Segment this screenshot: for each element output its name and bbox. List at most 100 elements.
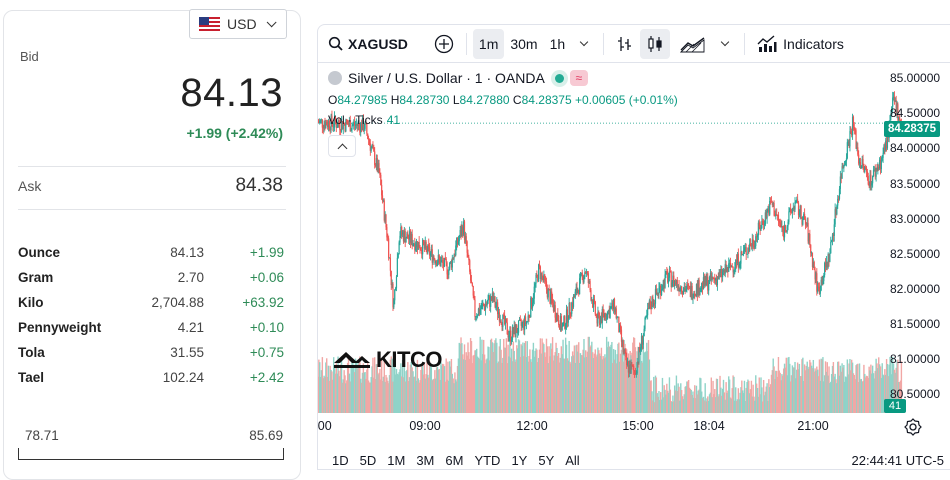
chevron-down-icon <box>579 37 589 47</box>
bar-chart-type-button[interactable] <box>610 29 640 59</box>
volume-bar <box>676 391 678 413</box>
candle-body <box>592 298 595 308</box>
volume-bar <box>674 390 677 413</box>
range-ytd[interactable]: YTD <box>474 453 501 468</box>
volume-bar <box>597 347 599 413</box>
interval-1m[interactable]: 1m <box>472 28 505 59</box>
volume-bar <box>392 381 394 413</box>
compare-symbol-button[interactable] <box>428 29 460 59</box>
range-all[interactable]: All <box>565 453 580 468</box>
volume-bar <box>649 381 651 413</box>
volume-bar <box>653 376 655 413</box>
volume-bar <box>878 364 881 413</box>
candle-body <box>432 256 434 263</box>
currency-selector[interactable]: USD <box>189 9 287 39</box>
candle-body <box>551 299 554 304</box>
volume-bar <box>393 357 395 413</box>
candle-body <box>772 202 774 206</box>
candle-body <box>575 287 577 292</box>
range-3m[interactable]: 3M <box>416 453 435 468</box>
symbol-label: XAGUSD <box>348 35 408 52</box>
volume-bar <box>439 379 441 413</box>
volume-bar <box>755 375 757 413</box>
candle-body <box>672 275 674 283</box>
volume-bar <box>585 356 588 413</box>
volume-bar <box>837 361 840 413</box>
volume-bar <box>319 376 322 413</box>
volume-bar <box>414 376 416 413</box>
volume-bar <box>668 377 671 413</box>
candle-body <box>891 106 893 115</box>
volume-bar <box>845 377 848 413</box>
unit-change: +63.92 <box>242 295 284 310</box>
volume-bar <box>861 381 863 413</box>
range-1d[interactable]: 1D <box>332 453 349 468</box>
candle-body <box>790 208 792 213</box>
volume-bar <box>501 362 503 413</box>
volume-bar <box>900 361 903 413</box>
volume-bar <box>497 361 500 413</box>
gear-icon[interactable] <box>904 418 922 436</box>
y-tick: 81.50000 <box>890 317 941 331</box>
chart-type-menu-button[interactable] <box>712 29 738 59</box>
candle-body <box>511 327 514 340</box>
volume-bar <box>781 374 783 413</box>
candle-body <box>765 212 767 219</box>
candle-body <box>366 124 368 134</box>
volume-bar <box>524 341 527 413</box>
candle-body <box>336 127 338 129</box>
range-5y[interactable]: 5Y <box>538 453 555 468</box>
price-chart-plot[interactable] <box>318 63 950 443</box>
volume-bar <box>382 376 385 413</box>
volume-bar <box>785 357 787 413</box>
volume-bar <box>534 350 536 413</box>
candle-body <box>651 297 653 309</box>
candle-body <box>892 96 895 98</box>
candle-body <box>734 267 736 270</box>
volume-bar <box>586 351 589 413</box>
candle-body <box>832 234 834 236</box>
interval-30m[interactable]: 30m <box>510 35 538 52</box>
volume-bar <box>350 367 352 413</box>
range-1m[interactable]: 1M <box>387 453 406 468</box>
candle-body <box>783 230 785 238</box>
range-5d[interactable]: 5D <box>359 453 377 468</box>
candle-body <box>837 198 839 206</box>
kitco-logo: KITCO <box>332 347 442 373</box>
range-1y[interactable]: 1Y <box>511 453 528 468</box>
candle-body <box>530 297 532 318</box>
collapse-legend-button[interactable] <box>328 135 356 157</box>
chart-clock[interactable]: 22:44:41 UTC-5 <box>851 453 945 468</box>
candle-body <box>429 252 432 256</box>
candle-body <box>638 347 640 363</box>
candle-body <box>576 287 578 293</box>
candle-body <box>735 260 737 268</box>
candle-body <box>646 315 648 317</box>
interval-menu-button[interactable] <box>571 29 597 59</box>
range-6m[interactable]: 6M <box>445 453 464 468</box>
candle-body <box>876 168 878 171</box>
symbol-search[interactable]: XAGUSD <box>322 29 414 59</box>
volume-bar <box>873 378 876 413</box>
candle-body <box>872 175 874 184</box>
candle-body <box>707 276 709 291</box>
candle-body <box>519 319 521 321</box>
interval-1h[interactable]: 1h <box>549 35 566 52</box>
area-chart-type-button[interactable] <box>674 29 712 59</box>
candle-body <box>358 122 360 126</box>
indicators-button[interactable]: Indicators <box>751 29 850 59</box>
volume-bar <box>622 361 624 413</box>
candle-body <box>586 271 589 274</box>
candles-chart-type-button[interactable] <box>640 28 671 59</box>
volume-bar <box>753 396 755 413</box>
volume-bar <box>726 392 728 413</box>
volume-bar <box>531 349 534 413</box>
candle-body <box>462 226 464 235</box>
candle-body <box>583 276 585 283</box>
volume-bar <box>787 357 789 413</box>
candle-body <box>777 214 780 221</box>
candle-body <box>475 316 477 318</box>
unit-name: Ounce <box>18 245 61 260</box>
y-tick: 83.00000 <box>890 212 941 226</box>
volume-bar <box>780 380 782 413</box>
